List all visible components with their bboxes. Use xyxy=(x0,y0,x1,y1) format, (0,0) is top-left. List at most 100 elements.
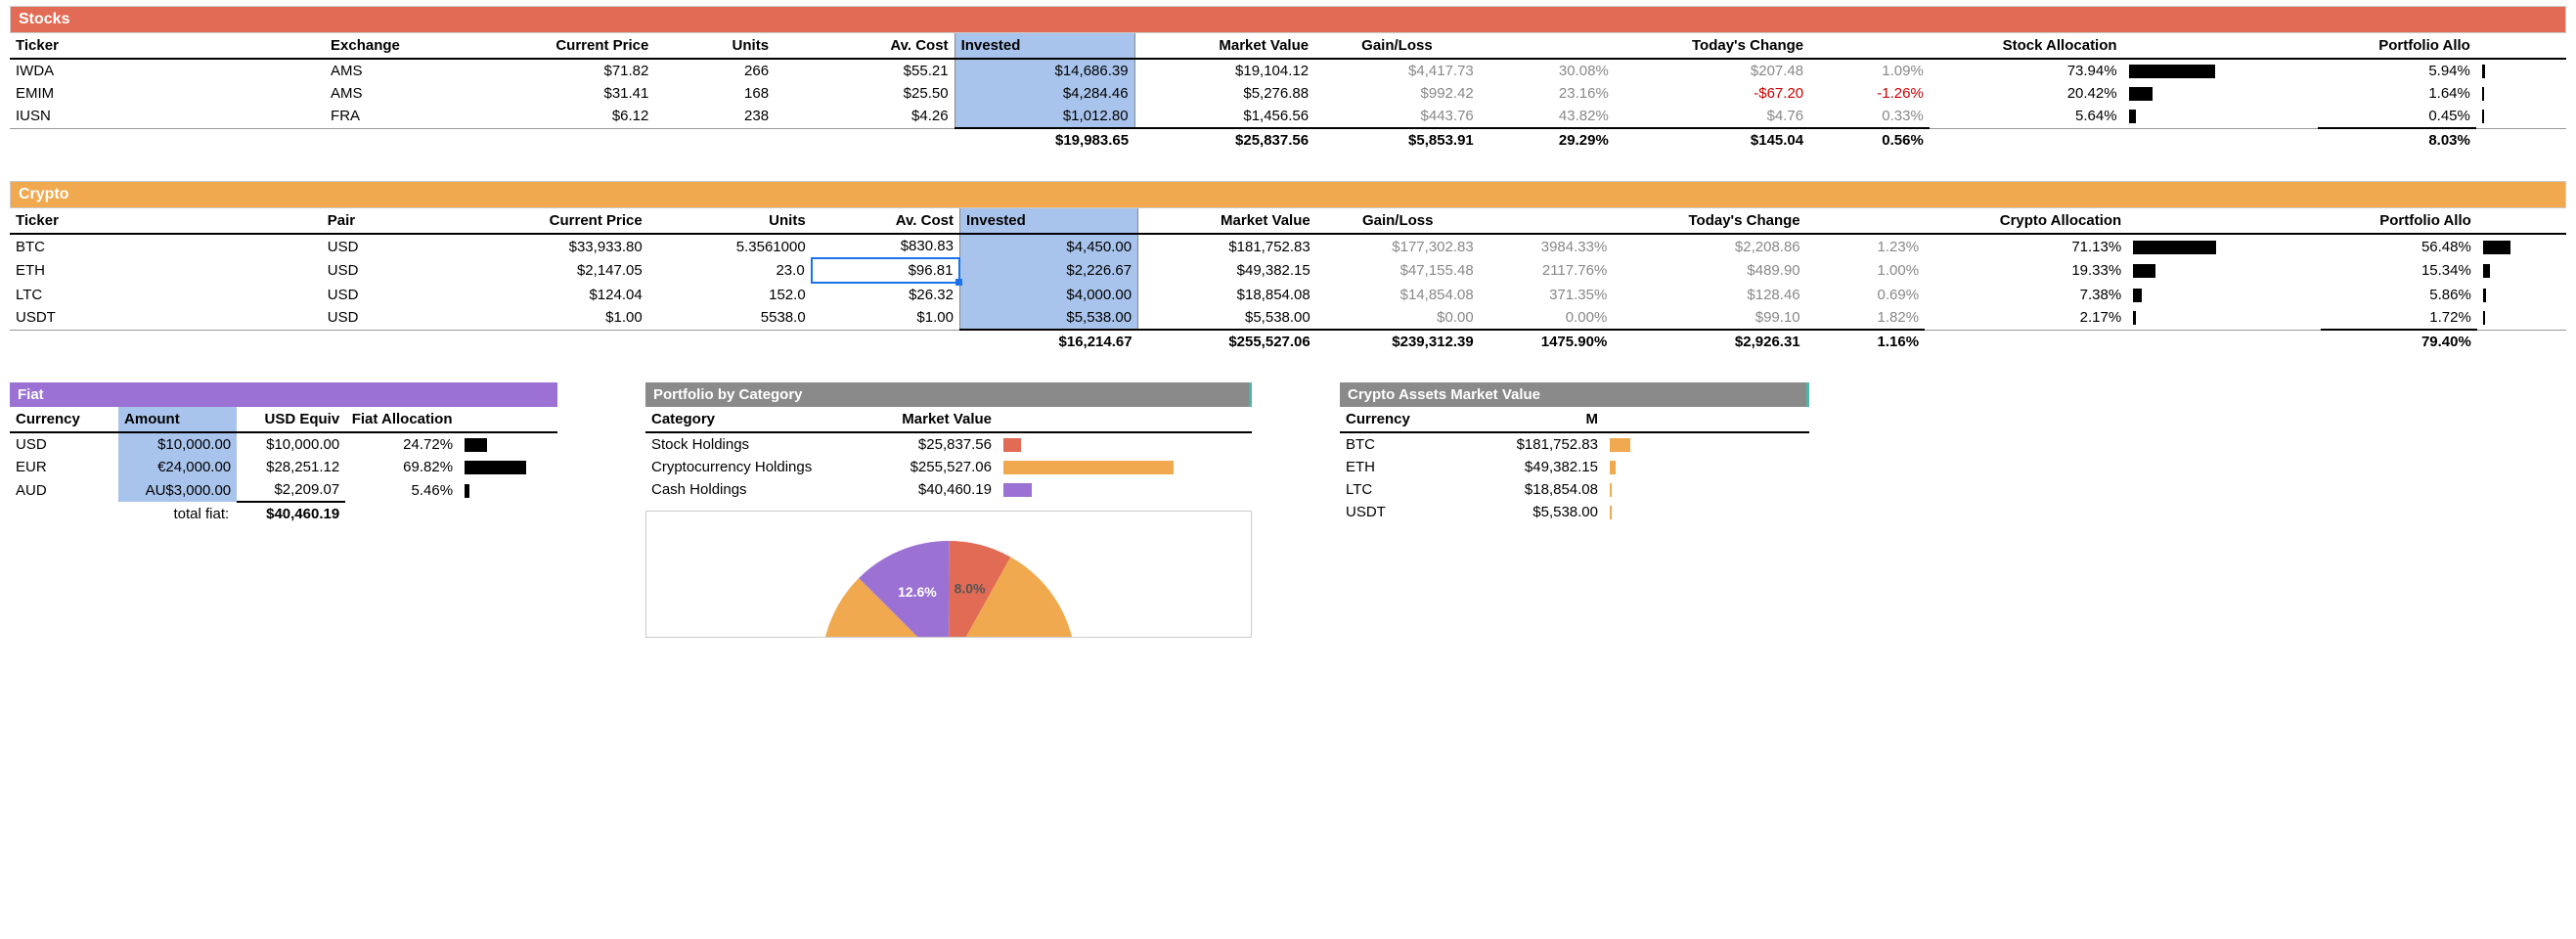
cell[interactable] xyxy=(485,330,648,353)
cell[interactable]: $2,209.07 xyxy=(237,478,345,502)
cell[interactable] xyxy=(1930,128,2123,152)
cell[interactable]: $2,208.86 xyxy=(1613,234,1805,258)
cell[interactable]: 0.56% xyxy=(1809,128,1930,152)
cell[interactable] xyxy=(459,502,557,525)
cell[interactable]: USDT xyxy=(10,306,322,330)
cell[interactable]: $0.00 xyxy=(1316,306,1480,330)
cell[interactable]: $1,456.56 xyxy=(1134,105,1314,128)
cell[interactable]: 5.94% xyxy=(2318,59,2476,82)
cell[interactable] xyxy=(1925,330,2127,353)
cell[interactable] xyxy=(812,330,960,353)
cell[interactable] xyxy=(648,330,812,353)
cell[interactable]: $55.21 xyxy=(775,59,955,82)
cell[interactable]: 0.33% xyxy=(1809,105,1930,128)
cell[interactable] xyxy=(322,330,485,353)
cell[interactable]: $25,837.56 xyxy=(870,432,998,456)
cell[interactable]: $96.81 xyxy=(812,258,960,283)
cell[interactable]: $40,460.19 xyxy=(237,502,345,525)
cell[interactable] xyxy=(2127,330,2320,353)
cell[interactable]: $49,382.15 xyxy=(1138,258,1316,283)
cell[interactable] xyxy=(775,128,955,152)
cell[interactable]: 7.38% xyxy=(1925,283,2127,306)
cell[interactable]: 71.13% xyxy=(1925,234,2127,258)
cell[interactable]: $16,214.67 xyxy=(959,330,1137,353)
cell[interactable]: 0.69% xyxy=(1806,283,1925,306)
cell[interactable]: 1475.90% xyxy=(1480,330,1614,353)
cell[interactable] xyxy=(2476,128,2566,152)
cell[interactable]: 1.16% xyxy=(1806,330,1925,353)
cell[interactable]: 1.23% xyxy=(1806,234,1925,258)
cell[interactable] xyxy=(10,128,325,152)
cell[interactable] xyxy=(490,128,655,152)
cell[interactable]: 371.35% xyxy=(1480,283,1614,306)
cell[interactable]: $71.82 xyxy=(490,59,655,82)
cell[interactable]: 56.48% xyxy=(2321,234,2477,258)
cell[interactable]: $145.04 xyxy=(1615,128,1809,152)
cell[interactable]: $128.46 xyxy=(1613,283,1805,306)
cell[interactable] xyxy=(10,502,118,525)
cell[interactable]: $6.12 xyxy=(490,105,655,128)
cell[interactable] xyxy=(2123,128,2318,152)
cell[interactable]: 5.46% xyxy=(345,478,459,502)
cell[interactable]: 1.72% xyxy=(2321,306,2477,330)
cell[interactable]: 5.86% xyxy=(2321,283,2477,306)
cell[interactable]: $1.00 xyxy=(485,306,648,330)
cell[interactable]: 3984.33% xyxy=(1480,234,1614,258)
cell[interactable]: 73.94% xyxy=(1930,59,2123,82)
cell[interactable]: 23.0 xyxy=(648,258,812,283)
cell[interactable]: USD xyxy=(322,306,485,330)
cell[interactable]: $4,284.46 xyxy=(955,82,1134,105)
cell[interactable]: IUSN xyxy=(10,105,325,128)
cell[interactable]: 8.03% xyxy=(2318,128,2476,152)
cell[interactable]: LTC xyxy=(1340,478,1457,501)
cell[interactable]: $47,155.48 xyxy=(1316,258,1480,283)
cell[interactable] xyxy=(10,330,322,353)
cell[interactable]: $177,302.83 xyxy=(1316,234,1480,258)
cell[interactable]: 1.00% xyxy=(1806,258,1925,283)
cell[interactable]: 30.08% xyxy=(1480,59,1615,82)
cell[interactable]: 152.0 xyxy=(648,283,812,306)
cell[interactable]: USD xyxy=(322,258,485,283)
cell[interactable]: 168 xyxy=(654,82,775,105)
cell[interactable]: $2,226.67 xyxy=(959,258,1137,283)
cell[interactable]: $5,538.00 xyxy=(959,306,1137,330)
cell[interactable]: AUD xyxy=(10,478,118,502)
cell[interactable]: EMIM xyxy=(10,82,325,105)
cell[interactable]: 5538.0 xyxy=(648,306,812,330)
cell[interactable]: $181,752.83 xyxy=(1457,432,1604,456)
cell[interactable]: €24,000.00 xyxy=(118,456,237,478)
cell[interactable]: 20.42% xyxy=(1930,82,2123,105)
cell[interactable]: $5,276.88 xyxy=(1134,82,1314,105)
cell[interactable]: $489.90 xyxy=(1613,258,1805,283)
cell[interactable]: $124.04 xyxy=(485,283,648,306)
cell[interactable]: 238 xyxy=(654,105,775,128)
cell[interactable]: 29.29% xyxy=(1480,128,1615,152)
cell[interactable]: 69.82% xyxy=(345,456,459,478)
cell[interactable]: BTC xyxy=(1340,432,1457,456)
cell[interactable]: AU$3,000.00 xyxy=(118,478,237,502)
cell[interactable]: $18,854.08 xyxy=(1138,283,1316,306)
cell[interactable]: $255,527.06 xyxy=(870,456,998,478)
cell[interactable]: 5.64% xyxy=(1930,105,2123,128)
cell[interactable] xyxy=(654,128,775,152)
cell[interactable]: $4,417.73 xyxy=(1314,59,1480,82)
cell[interactable]: $181,752.83 xyxy=(1138,234,1316,258)
cell[interactable]: $19,104.12 xyxy=(1134,59,1314,82)
cell[interactable]: USD xyxy=(10,432,118,456)
cell[interactable]: total fiat: xyxy=(118,502,237,525)
cell[interactable]: 24.72% xyxy=(345,432,459,456)
cell[interactable]: $25,837.56 xyxy=(1134,128,1314,152)
cell[interactable]: 1.64% xyxy=(2318,82,2476,105)
cell[interactable]: $5,538.00 xyxy=(1457,501,1604,523)
cell[interactable]: $4,000.00 xyxy=(959,283,1137,306)
cell[interactable]: $10,000.00 xyxy=(237,432,345,456)
cell[interactable]: $25.50 xyxy=(775,82,955,105)
cell[interactable]: $5,538.00 xyxy=(1138,306,1316,330)
cell[interactable]: BTC xyxy=(10,234,322,258)
cell[interactable]: $2,926.31 xyxy=(1613,330,1805,353)
cell[interactable]: $992.42 xyxy=(1314,82,1480,105)
cell[interactable]: 5.3561000 xyxy=(648,234,812,258)
cell[interactable]: IWDA xyxy=(10,59,325,82)
cell[interactable]: $1,012.80 xyxy=(955,105,1134,128)
cell[interactable]: $18,854.08 xyxy=(1457,478,1604,501)
